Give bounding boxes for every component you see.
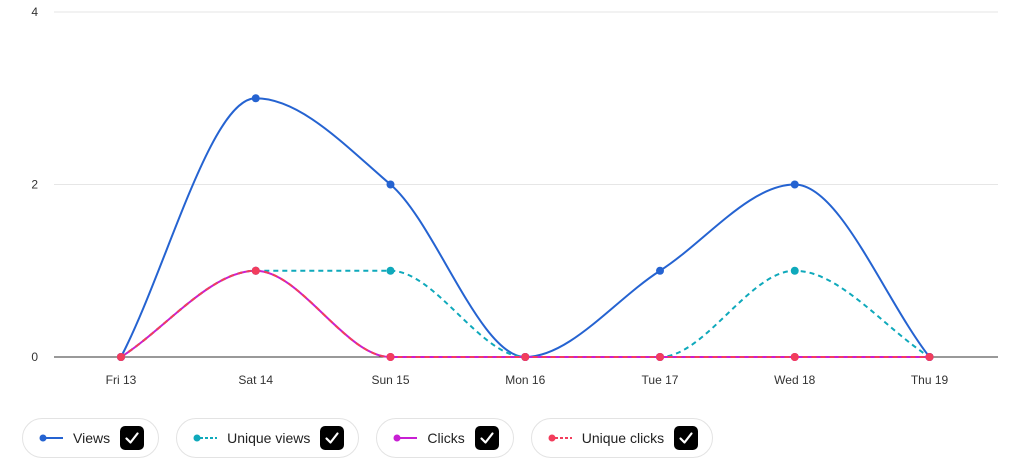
series-points <box>117 94 934 361</box>
y-tick-label: 4 <box>31 5 38 19</box>
checkbox-checked-icon[interactable] <box>120 426 145 450</box>
unique-clicks-point <box>656 353 664 361</box>
x-tick-label: Tue 17 <box>642 373 679 387</box>
clicks-line <box>120 269 930 359</box>
legend-item-clicks[interactable]: Clicks <box>376 418 514 458</box>
unique-clicks-point <box>117 353 125 361</box>
legend-swatch-icon <box>548 434 572 442</box>
unique-clicks-point <box>521 353 530 361</box>
x-tick-label: Wed 18 <box>774 373 815 387</box>
views-line <box>120 97 931 359</box>
views-point <box>656 266 664 275</box>
unique-clicks-point <box>386 353 395 361</box>
legend-item-views[interactable]: Views <box>22 418 160 458</box>
x-tick-label: Sat 14 <box>238 373 273 387</box>
y-tick-label: 2 <box>31 178 38 192</box>
x-tick-label: Thu 19 <box>911 373 949 387</box>
legend-label: Views <box>73 430 111 446</box>
views-point <box>251 94 260 103</box>
y-tick-label: 0 <box>31 350 38 364</box>
unique-clicks-point <box>790 353 799 361</box>
y-axis-ticks: 0 2 4 <box>31 5 38 364</box>
legend-swatch-icon <box>193 434 218 442</box>
x-tick-label: Fri 13 <box>106 373 137 387</box>
views-point <box>386 180 395 189</box>
legend-swatch-icon <box>393 434 418 442</box>
series-lines <box>120 97 931 359</box>
unique-clicks-point <box>251 266 260 275</box>
unique-views-line <box>120 269 931 359</box>
x-axis-ticks: Fri 13 Sat 14 Sun 15 Mon 16 Tue 17 Wed 18 Thu … <box>106 373 949 387</box>
legend-label: Clicks <box>427 430 465 446</box>
legend-item-unique-clicks[interactable]: Unique clicks <box>530 418 714 458</box>
views-point <box>790 180 799 189</box>
gridlines <box>54 11 998 358</box>
x-tick-label: Sun 15 <box>371 373 409 387</box>
chart-legend: Views Unique views Clicks Unique clicks <box>22 418 714 458</box>
unique-views-point <box>790 266 799 275</box>
unique-clicks-line <box>120 269 930 359</box>
checkbox-checked-icon[interactable] <box>474 426 499 450</box>
unique-views-point <box>386 266 395 275</box>
line-chart: 0 2 4 Fri 13 Sat 14 Sun 15 Mon 16 Tue 17 Wed 18… <box>31 5 998 387</box>
checkbox-checked-icon[interactable] <box>320 426 345 450</box>
legend-label: Unique views <box>227 430 311 446</box>
checkbox-checked-icon[interactable] <box>674 426 699 450</box>
x-tick-label: Mon 16 <box>505 373 545 387</box>
legend-swatch-icon <box>39 434 63 442</box>
unique-clicks-point <box>925 353 934 361</box>
legend-label: Unique clicks <box>581 430 665 446</box>
legend-item-unique-views[interactable]: Unique views <box>176 418 360 458</box>
